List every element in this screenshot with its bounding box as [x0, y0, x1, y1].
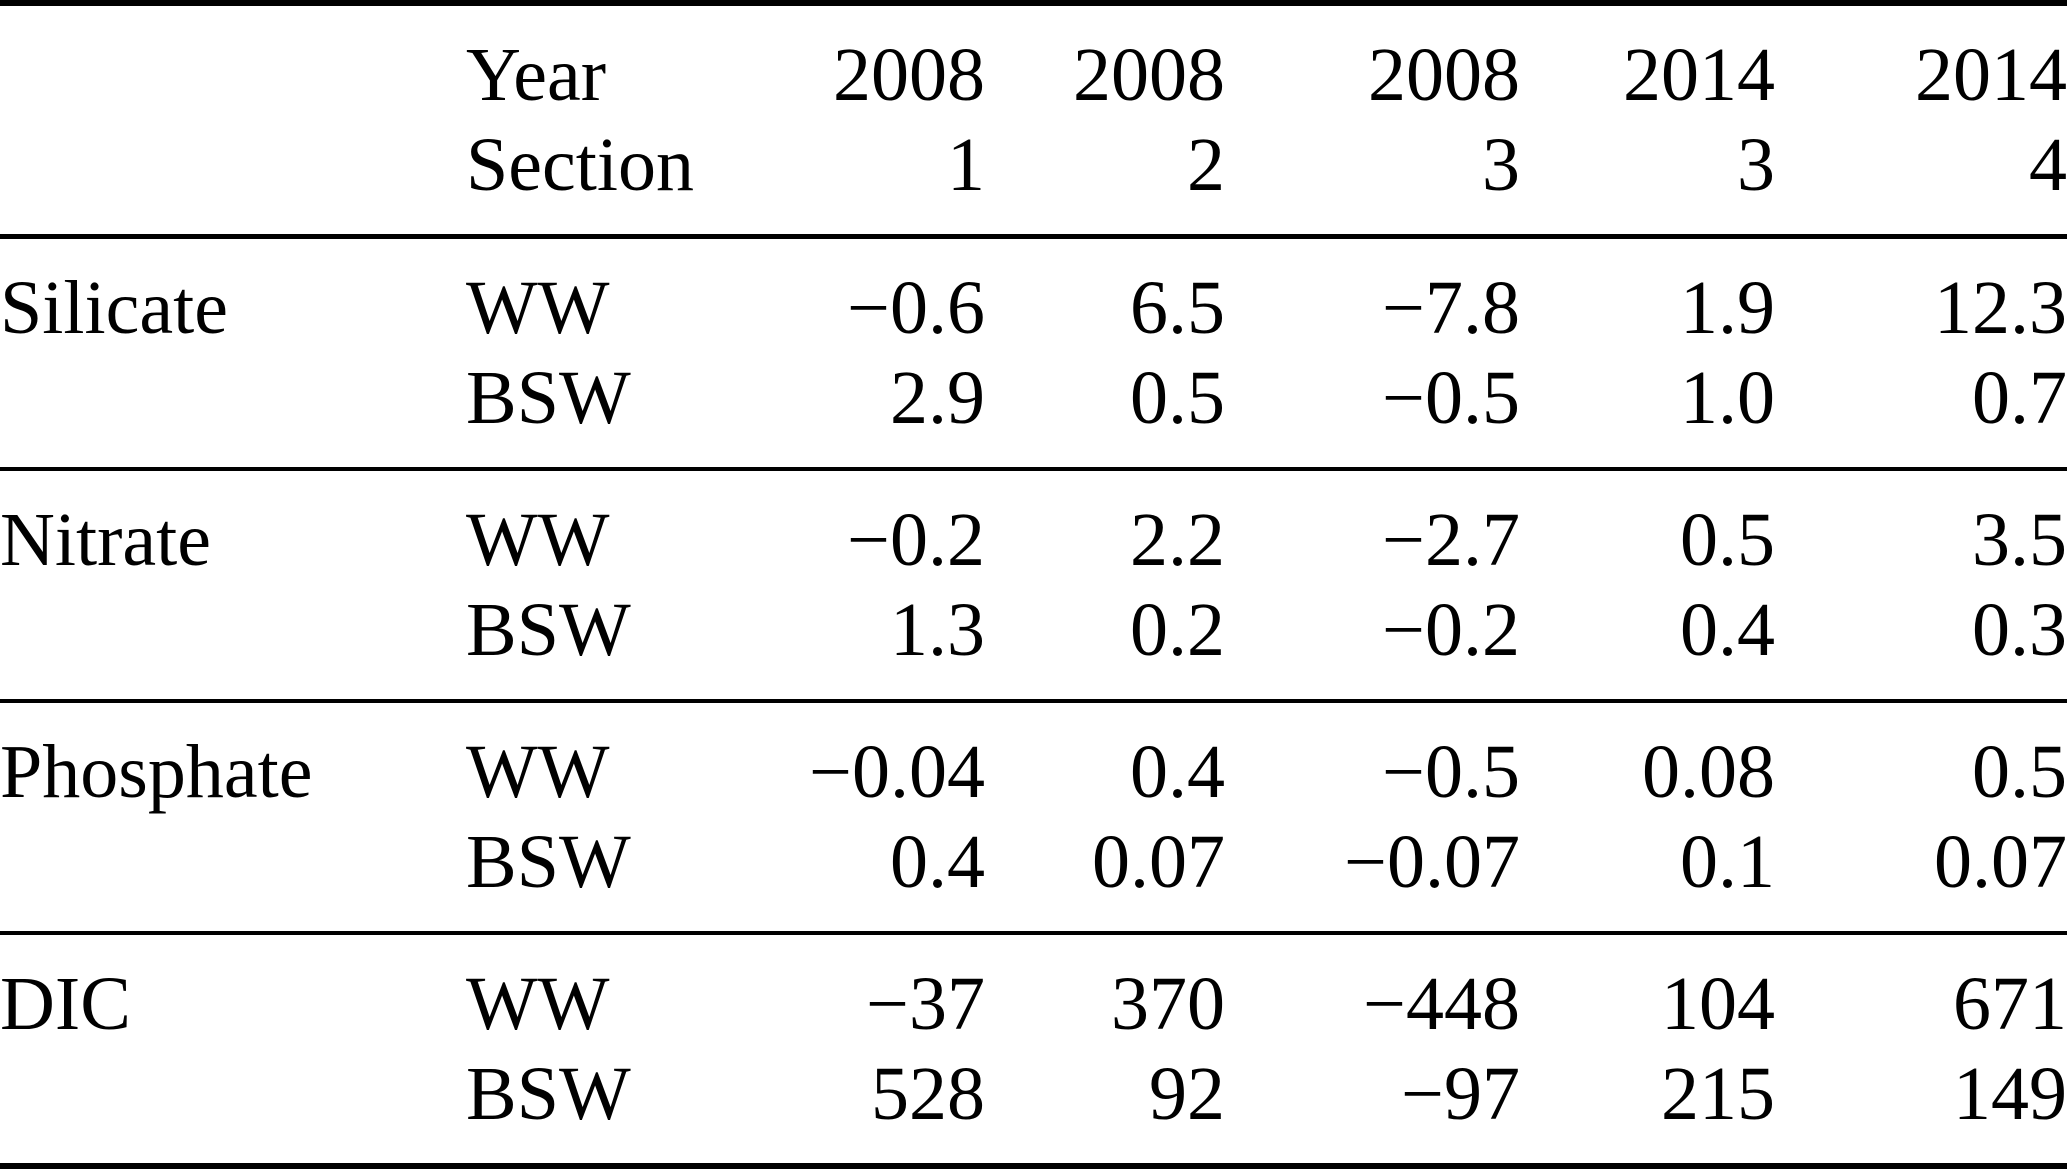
value-cell: 0.08 — [1642, 730, 1775, 814]
table-row: BSW 528 92 −97 215 149 — [0, 1049, 2067, 1166]
watermass-label-ww: WW — [466, 266, 610, 350]
value-cell: 0.4 — [1680, 588, 1775, 672]
year-header-row: Year 2008 2008 2008 2014 2014 — [0, 3, 2067, 120]
value-cell: −0.2 — [1382, 588, 1520, 672]
value-cell: −448 — [1363, 962, 1520, 1046]
year-value-cell: 2008 — [1368, 33, 1520, 117]
year-header-label: Year — [466, 33, 607, 117]
value-cell: 0.5 — [1972, 730, 2067, 814]
value-cell: −0.04 — [809, 730, 985, 814]
value-cell: −97 — [1401, 1052, 1520, 1136]
value-cell: 3.5 — [1972, 498, 2067, 582]
watermass-label-ww: WW — [466, 730, 610, 814]
year-value-cell: 2014 — [1623, 33, 1775, 117]
section-value-cell: 3 — [1737, 123, 1775, 207]
value-cell: 12.3 — [1934, 266, 2067, 350]
table-row: BSW 1.3 0.2 −0.2 0.4 0.3 — [0, 585, 2067, 701]
table-row: BSW 2.9 0.5 −0.5 1.0 0.7 — [0, 353, 2067, 469]
table-row: DIC WW −37 370 −448 104 671 — [0, 933, 2067, 1049]
species-label-phosphate: Phosphate — [0, 730, 313, 814]
section-header-row: Section 1 2 3 3 4 — [0, 120, 2067, 237]
watermass-label-bsw: BSW — [466, 820, 631, 904]
value-cell: 92 — [1149, 1052, 1225, 1136]
value-cell: 0.2 — [1130, 588, 1225, 672]
value-cell: 0.3 — [1972, 588, 2067, 672]
year-value-cell: 2008 — [833, 33, 985, 117]
value-cell: 0.1 — [1680, 820, 1775, 904]
value-cell: 104 — [1661, 962, 1775, 1046]
watermass-label-ww: WW — [466, 962, 610, 1046]
value-cell: 1.3 — [890, 588, 985, 672]
year-value-cell: 2014 — [1915, 33, 2067, 117]
phosphate-block: Phosphate WW −0.04 0.4 −0.5 0.08 0.5 BSW… — [0, 701, 2067, 933]
dic-block: DIC WW −37 370 −448 104 671 BSW 528 92 −… — [0, 933, 2067, 1166]
year-value-cell: 2008 — [1073, 33, 1225, 117]
table-row: Silicate WW −0.6 6.5 −7.8 1.9 12.3 — [0, 237, 2067, 354]
silicate-block: Silicate WW −0.6 6.5 −7.8 1.9 12.3 BSW 2… — [0, 237, 2067, 470]
value-cell: 149 — [1953, 1052, 2067, 1136]
value-cell: 2.2 — [1130, 498, 1225, 582]
section-value-cell: 1 — [947, 123, 985, 207]
value-cell: −0.07 — [1344, 820, 1520, 904]
value-cell: 2.9 — [890, 356, 985, 440]
table-row: Phosphate WW −0.04 0.4 −0.5 0.08 0.5 — [0, 701, 2067, 817]
nitrate-block: Nitrate WW −0.2 2.2 −2.7 0.5 3.5 BSW 1.3… — [0, 469, 2067, 701]
value-cell: 528 — [871, 1052, 985, 1136]
value-cell: 671 — [1953, 962, 2067, 1046]
watermass-label-bsw: BSW — [466, 588, 631, 672]
table-header: Year 2008 2008 2008 2014 2014 Section 1 … — [0, 3, 2067, 237]
section-value-cell: 3 — [1482, 123, 1520, 207]
value-cell: −2.7 — [1382, 498, 1520, 582]
species-label-silicate: Silicate — [0, 266, 228, 350]
table-row: BSW 0.4 0.07 −0.07 0.1 0.07 — [0, 817, 2067, 933]
value-cell: 0.5 — [1680, 498, 1775, 582]
watermass-label-bsw: BSW — [466, 356, 631, 440]
empty-corner-cell — [0, 3, 466, 120]
value-cell: −37 — [866, 962, 985, 1046]
value-cell: −7.8 — [1382, 266, 1520, 350]
value-cell: 0.07 — [1934, 820, 2067, 904]
value-cell: −0.6 — [847, 266, 985, 350]
value-cell: −0.5 — [1382, 356, 1520, 440]
value-cell: −0.5 — [1382, 730, 1520, 814]
species-label-nitrate: Nitrate — [0, 498, 212, 582]
section-header-label: Section — [466, 123, 694, 207]
value-cell: 370 — [1111, 962, 1225, 1046]
value-cell: 0.4 — [890, 820, 985, 904]
species-label-dic: DIC — [0, 962, 131, 1046]
value-cell: 0.4 — [1130, 730, 1225, 814]
value-cell: 0.07 — [1092, 820, 1225, 904]
watermass-label-bsw: BSW — [466, 1052, 631, 1136]
table-row: Nitrate WW −0.2 2.2 −2.7 0.5 3.5 — [0, 469, 2067, 585]
watermass-label-ww: WW — [466, 498, 610, 582]
section-value-cell: 4 — [2029, 123, 2067, 207]
value-cell: 0.7 — [1972, 356, 2067, 440]
value-cell: 215 — [1661, 1052, 1775, 1136]
value-cell: 0.5 — [1130, 356, 1225, 440]
value-cell: 6.5 — [1130, 266, 1225, 350]
value-cell: −0.2 — [847, 498, 985, 582]
section-value-cell: 2 — [1187, 123, 1225, 207]
value-cell: 1.9 — [1680, 266, 1775, 350]
empty-corner-cell — [0, 120, 466, 237]
value-cell: 1.0 — [1680, 356, 1775, 440]
